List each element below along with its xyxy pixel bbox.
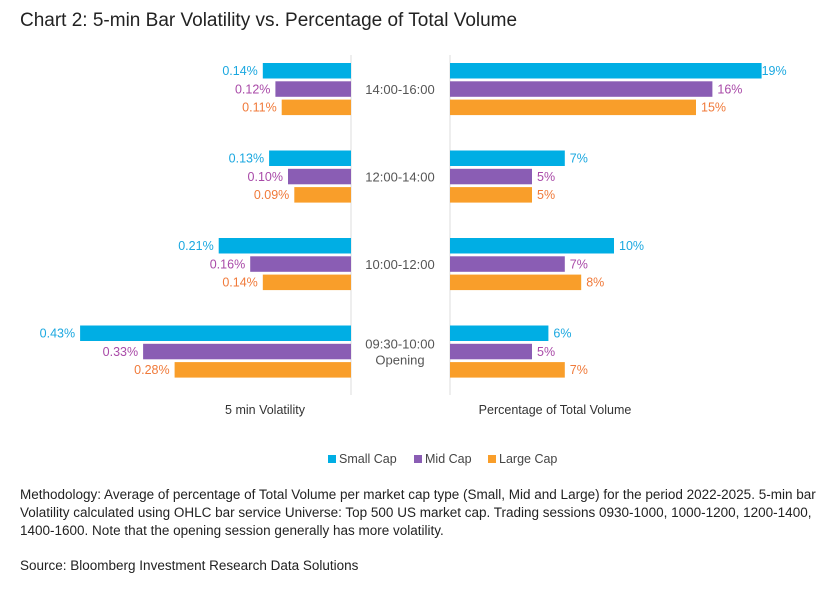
volume-bar [450,81,713,97]
data-label: 16% [717,82,742,96]
data-label: 0.33% [103,345,138,359]
legend-label: Mid Cap [425,452,472,466]
volatility-bar [174,362,351,378]
volume-bar [450,274,582,291]
data-label: 0.12% [235,82,270,96]
data-label: 0.43% [40,327,75,341]
category-label: 10:00-12:00 [365,257,434,272]
data-label: 7% [570,257,588,271]
volatility-bar [281,99,351,116]
category-label: 09:30-10:00 [365,337,434,352]
data-label: 6% [553,327,571,341]
butterfly-bar-chart: 0.14% 0.13% 0.21% 0.43% 0.12% 0.10% 0.16% 0.33%… [40,55,787,417]
volume-bar [450,325,549,341]
data-label: 19% [762,64,787,78]
volatility-bar [294,187,351,203]
volatility-bar [218,238,351,254]
data-label: 0.13% [229,152,264,166]
volatility-bar [269,150,351,166]
data-label: 0.14% [222,64,257,78]
legend-item-large-cap: Large Cap [488,452,557,466]
volume-bar [450,362,565,378]
data-label: 15% [701,101,726,115]
data-label: 0.16% [210,257,245,271]
data-label: 5% [537,188,555,202]
data-label: 7% [570,152,588,166]
data-label: 5% [537,345,555,359]
volatility-bar [288,168,351,185]
category-label: 12:00-14:00 [365,170,434,185]
data-label: 7% [570,363,588,377]
volatility-bar [275,81,351,97]
category-label: 14:00-16:00 [365,82,434,97]
data-label: 8% [586,276,604,290]
volume-bar [450,256,565,272]
volatility-bar [143,343,351,360]
volume-bar [450,150,565,166]
volatility-bar [250,256,351,272]
legend-swatch [328,455,336,463]
volatility-bar [80,325,351,341]
legend-item-small-cap: Small Cap [328,452,397,466]
chart-title: Chart 2: 5-min Bar Volatility vs. Percen… [20,10,518,31]
volume-bar [450,187,532,203]
legend-label: Small Cap [339,452,397,466]
data-label: 0.28% [134,363,169,377]
data-label: 10% [619,239,644,253]
legend-label: Large Cap [499,452,558,466]
volume-bar [450,343,532,360]
volatility-bar [262,274,351,291]
volatility-bar [262,63,351,79]
volume-bar [450,63,762,79]
source-note: Source: Bloomberg Investment Research Da… [20,558,359,573]
axis-title: Percentage of Total Volume [479,403,632,417]
category-label: Opening [375,353,424,368]
volume-bar [450,238,614,254]
data-label: 0.21% [178,239,213,253]
data-label: 5% [537,170,555,184]
volume-bar [450,99,696,116]
data-label: 0.10% [248,170,283,184]
axis-title: 5 min Volatility [225,403,306,417]
data-label: 0.09% [254,188,289,202]
legend-swatch [488,455,496,463]
data-label: 0.11% [242,101,277,115]
data-label: 0.14% [222,276,257,290]
volume-bar [450,168,532,185]
legend-swatch [414,455,422,463]
methodology-note: Methodology: Average of percentage of To… [20,487,816,538]
legend-item-mid-cap: Mid Cap [414,452,472,466]
